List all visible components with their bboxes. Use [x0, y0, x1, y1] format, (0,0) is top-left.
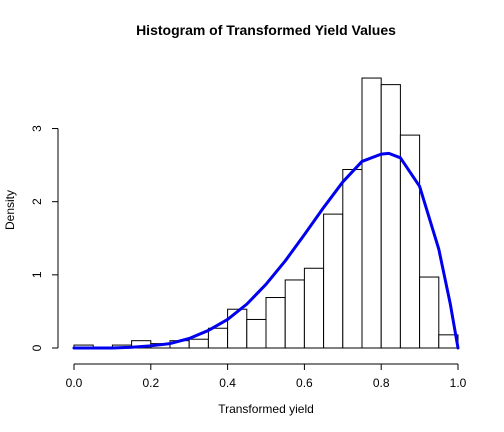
histogram-bar — [188, 338, 209, 349]
density-curve — [72, 151, 460, 350]
histogram-bar — [419, 276, 440, 349]
x-axis: 0.0 0.2 0.4 0.6 0.8 1.0 — [66, 363, 467, 390]
x-tick-label: 0.0 — [66, 376, 83, 390]
histogram-bar — [265, 297, 286, 349]
x-axis-label: Transformed yield — [218, 402, 314, 416]
x-tick-label: 1.0 — [450, 376, 467, 390]
histogram-bar — [361, 77, 382, 349]
chart-title: Histogram of Transformed Yield Values — [136, 22, 396, 38]
y-tick-label: 0 — [30, 344, 44, 351]
y-tick-label: 3 — [30, 125, 44, 132]
histogram-bar — [227, 308, 248, 349]
histogram-bar — [399, 134, 421, 349]
histogram-bar — [284, 279, 305, 349]
histogram-bar — [380, 84, 401, 349]
x-tick-label: 0.2 — [142, 376, 159, 390]
histogram-bars — [73, 77, 459, 349]
x-tick-label: 0.8 — [373, 376, 390, 390]
histogram-bar — [342, 168, 363, 349]
histogram-bar — [303, 267, 325, 349]
y-tick-label: 2 — [30, 198, 44, 205]
x-tick-label: 0.4 — [219, 376, 236, 390]
histogram-bar — [246, 318, 267, 349]
histogram-bar — [207, 327, 229, 349]
histogram-bar — [323, 213, 344, 349]
y-axis: 0 1 2 3 — [30, 125, 59, 351]
x-tick-label: 0.6 — [296, 376, 313, 390]
y-tick-label: 1 — [30, 271, 44, 278]
y-axis-label: Density — [3, 190, 17, 230]
